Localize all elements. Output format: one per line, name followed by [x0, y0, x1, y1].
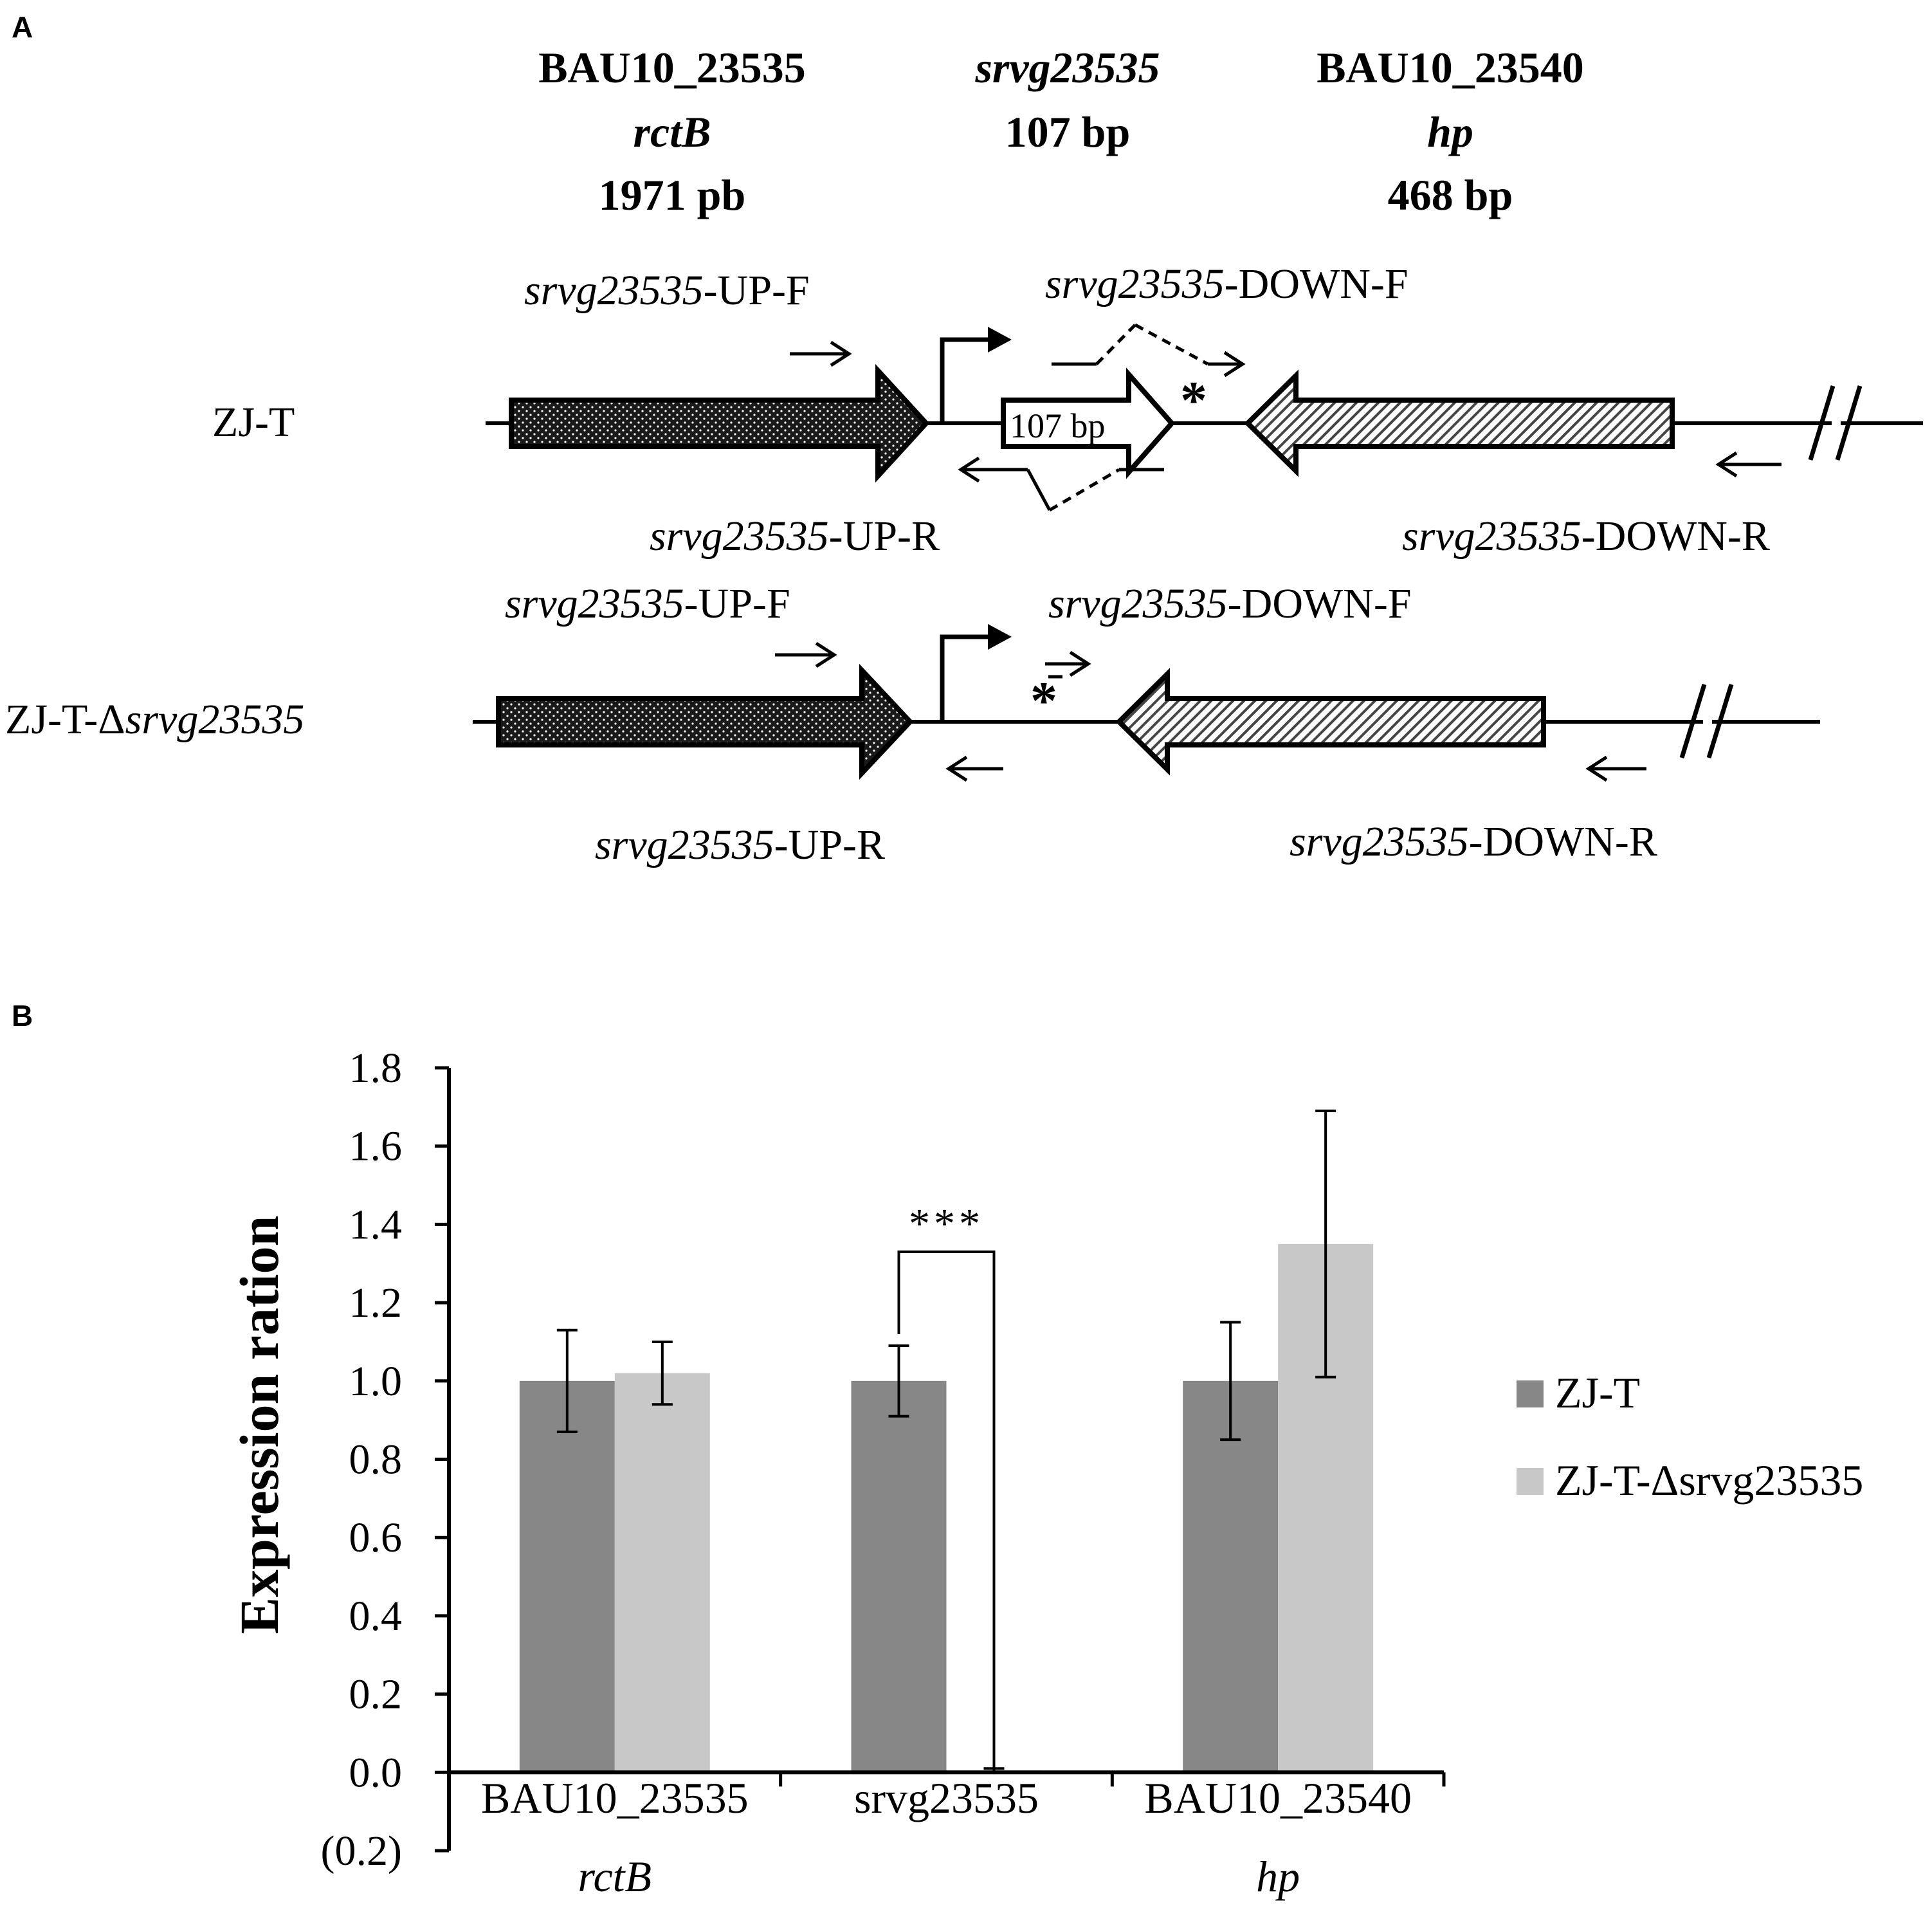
gene-header-name: srvg23535 [974, 43, 1160, 92]
bar [614, 1373, 710, 1773]
y-tick-label: 1.2 [349, 1279, 403, 1326]
primer-down-r-label: srvg23535-DOWN-R [1290, 818, 1657, 865]
error-bars [556, 1109, 1336, 1774]
bar [1183, 1380, 1279, 1773]
primer-up-f-arrow [775, 641, 837, 668]
primer-down-r-label: srvg23535-DOWN-R [1402, 513, 1770, 560]
strain-name: ZJ-T [212, 399, 295, 446]
primer-up-r-arrow [958, 456, 1164, 512]
primer-up-f-arrow [790, 340, 852, 367]
x-tick-sublabel: hp [1256, 1852, 1300, 1901]
y-axis [435, 1066, 451, 1853]
y-tick-label: 1.6 [349, 1123, 403, 1170]
primer-up-f-label: srvg23535-UP-F [505, 580, 790, 627]
promoter-arrow [940, 337, 990, 421]
y-tick-labels: (0.2) 0.0 0.2 0.4 0.6 0.8 1.0 1.2 1.4 1.6 1.8 [321, 1045, 402, 1874]
primer-down-r-arrow [1585, 755, 1646, 782]
legend-swatch [1517, 1380, 1544, 1407]
primer-up-r-label: srvg23535-UP-R [595, 821, 885, 868]
x-tick-sublabel: rctB [578, 1852, 652, 1901]
gene-header-length: 1971 pb [599, 170, 746, 219]
primer-up-f-label: srvg23535-UP-F [524, 267, 810, 314]
panel-b-label: B [12, 999, 33, 1032]
x-tick-label: BAU10_23540 [1144, 1773, 1412, 1822]
gene-header-length: 107 bp [1005, 107, 1131, 156]
y-tick-label: (0.2) [321, 1828, 402, 1874]
x-tick-label: BAU10_23535 [481, 1773, 749, 1822]
gene-header-alias: rctB [633, 107, 711, 156]
legend: ZJ-T ZJ-T-Δsrvg23535 [1517, 1368, 1863, 1505]
primer-up-r-label: srvg23535-UP-R [650, 513, 940, 560]
y-tick-label: 0.0 [349, 1749, 403, 1796]
promoter-arrow [940, 634, 990, 720]
strain-zjt: ZJ-T srvg23535-UP-F srvg23535-DOWN-F srv… [212, 261, 1923, 560]
primer-down-f-label: srvg23535-DOWN-F [1045, 261, 1408, 307]
primer-up-r-arrow [945, 755, 1003, 782]
primer-down-f-arrow [1045, 650, 1091, 679]
panel-a: A BAU10_23535 rctB 1971 pb srvg23535 107… [5, 10, 1923, 868]
gene-header-name: BAU10_23540 [1317, 43, 1584, 92]
break-mark [1808, 385, 1863, 461]
bars [519, 1243, 1374, 1773]
y-tick-label: 0.6 [349, 1514, 403, 1561]
gene-header-srvg: srvg23535 107 bp [974, 43, 1160, 156]
deletion-mark: * [1030, 671, 1057, 731]
bar [519, 1380, 615, 1773]
primer-down-f-label: srvg23535-DOWN-F [1048, 580, 1412, 627]
gene-header-length: 468 bp [1388, 170, 1513, 219]
bar [851, 1380, 947, 1773]
legend-label: ZJ-T-Δsrvg23535 [1555, 1456, 1863, 1505]
srna-gene-arrow [1001, 367, 1176, 479]
y-tick-label: 0.8 [349, 1436, 403, 1483]
y-tick-label: 0.2 [349, 1671, 403, 1718]
panel-b: B Expression ration (0.2) 0.0 0.2 0.4 0.6 0.8… [12, 999, 1863, 1901]
significance-stars: *** [909, 1200, 984, 1247]
primer-down-r-arrow [1715, 451, 1782, 478]
primer-down-f-arrow [1052, 323, 1246, 378]
strain-name: ZJ-T-Δsrvg23535 [5, 696, 304, 743]
gene-arrow-hp [1115, 668, 1546, 776]
gene-header-hp: BAU10_23540 hp 468 bp [1317, 43, 1584, 219]
y-tick-label: 1.4 [349, 1201, 403, 1248]
y-tick-label: 1.0 [349, 1358, 403, 1405]
significance-bracket [897, 1250, 996, 1768]
panel-a-label: A [12, 10, 33, 44]
gene-header-name: BAU10_23535 [538, 43, 806, 92]
legend-swatch [1517, 1468, 1544, 1495]
break-mark [1679, 683, 1734, 759]
gene-header-rctb: BAU10_23535 rctB 1971 pb [538, 43, 806, 219]
deletion-mark: * [1180, 371, 1207, 430]
x-tick-label: srvg23535 [854, 1773, 1039, 1822]
y-tick-label: 1.8 [349, 1045, 403, 1092]
gene-arrow-rctb [509, 363, 930, 483]
gene-arrow-hp [1244, 369, 1675, 477]
y-tick-label: 0.4 [349, 1593, 403, 1640]
x-axis [447, 1770, 1446, 1787]
gene-header-alias: hp [1427, 107, 1473, 156]
strain-zjt-delta: ZJ-T-Δsrvg23535 srvg23535-UP-F srvg23535… [5, 580, 1820, 868]
gene-arrow-rctb [496, 663, 914, 780]
srna-box-label: 107 bp [1010, 407, 1106, 445]
legend-label: ZJ-T [1555, 1368, 1640, 1417]
y-axis-title: Expression ration [228, 1216, 290, 1635]
